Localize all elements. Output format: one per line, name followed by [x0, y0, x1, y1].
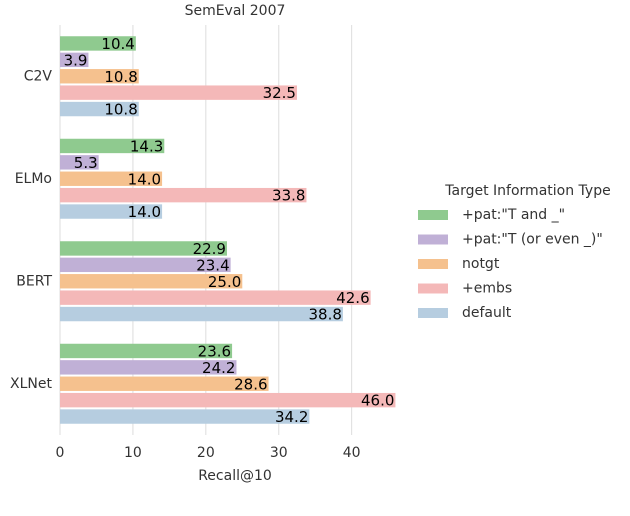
- bar: [60, 101, 139, 117]
- value-label: 38.8: [309, 306, 342, 324]
- legend-swatch: [418, 283, 448, 294]
- x-axis-label: Recall@10: [198, 468, 272, 484]
- value-label: 34.2: [275, 408, 308, 426]
- value-label: 14.0: [128, 203, 161, 221]
- legend-title: Target Information Type: [444, 183, 610, 199]
- value-label: 23.4: [196, 256, 229, 274]
- y-tick-label: C2V: [24, 68, 53, 84]
- legend-swatch: [418, 259, 448, 269]
- value-label: 28.6: [234, 375, 267, 393]
- value-label: 33.8: [272, 187, 305, 205]
- value-label: 14.0: [128, 170, 161, 188]
- bar: [60, 257, 231, 273]
- legend-label: +pat:"T and _": [462, 207, 565, 223]
- bar: [60, 52, 89, 68]
- bar: [60, 376, 269, 391]
- legend-swatch: [418, 308, 448, 318]
- value-label: 10.8: [104, 68, 137, 86]
- bar: [60, 138, 165, 154]
- legend-swatch: [418, 210, 448, 220]
- bar: [60, 392, 396, 408]
- y-tick-label: BERT: [16, 273, 52, 289]
- x-tick-label: 0: [56, 445, 65, 461]
- value-label: 10.4: [101, 35, 134, 53]
- bar: [60, 274, 243, 289]
- bar: [60, 171, 163, 186]
- bar: [60, 69, 139, 84]
- value-label: 32.5: [263, 84, 296, 102]
- legend-label: +embs: [462, 281, 512, 297]
- bar: [60, 85, 297, 100]
- x-tick-label: 30: [270, 445, 288, 461]
- x-tick-label: 10: [124, 445, 142, 461]
- legend-label: notgt: [462, 256, 500, 272]
- bar: [60, 36, 136, 51]
- value-label: 5.3: [74, 154, 98, 172]
- value-label: 22.9: [193, 240, 226, 258]
- bar: [60, 360, 237, 375]
- value-label: 24.2: [202, 359, 235, 377]
- value-label: 42.6: [336, 289, 369, 307]
- bar: [60, 290, 371, 305]
- legend-label: +pat:"T (or even _)": [462, 232, 603, 248]
- bar: [60, 241, 227, 256]
- legend-swatch: [418, 234, 448, 245]
- value-label: 10.8: [104, 101, 137, 119]
- bar: [60, 155, 99, 170]
- value-label: 25.0: [208, 273, 241, 291]
- bar: [60, 204, 163, 219]
- x-tick-label: 40: [343, 445, 361, 461]
- chart-title: SemEval 2007: [185, 3, 286, 19]
- value-label: 46.0: [361, 392, 394, 410]
- x-tick-label: 20: [197, 445, 215, 461]
- bar: [60, 409, 310, 424]
- bar: [60, 187, 307, 203]
- bar: [60, 343, 233, 359]
- y-tick-label: XLNet: [10, 376, 52, 392]
- bar: [60, 306, 343, 322]
- legend-label: default: [462, 305, 512, 321]
- value-label: 14.3: [130, 137, 163, 155]
- value-label: 3.9: [64, 51, 88, 69]
- y-tick-label: ELMo: [15, 171, 52, 187]
- value-label: 23.6: [198, 342, 231, 360]
